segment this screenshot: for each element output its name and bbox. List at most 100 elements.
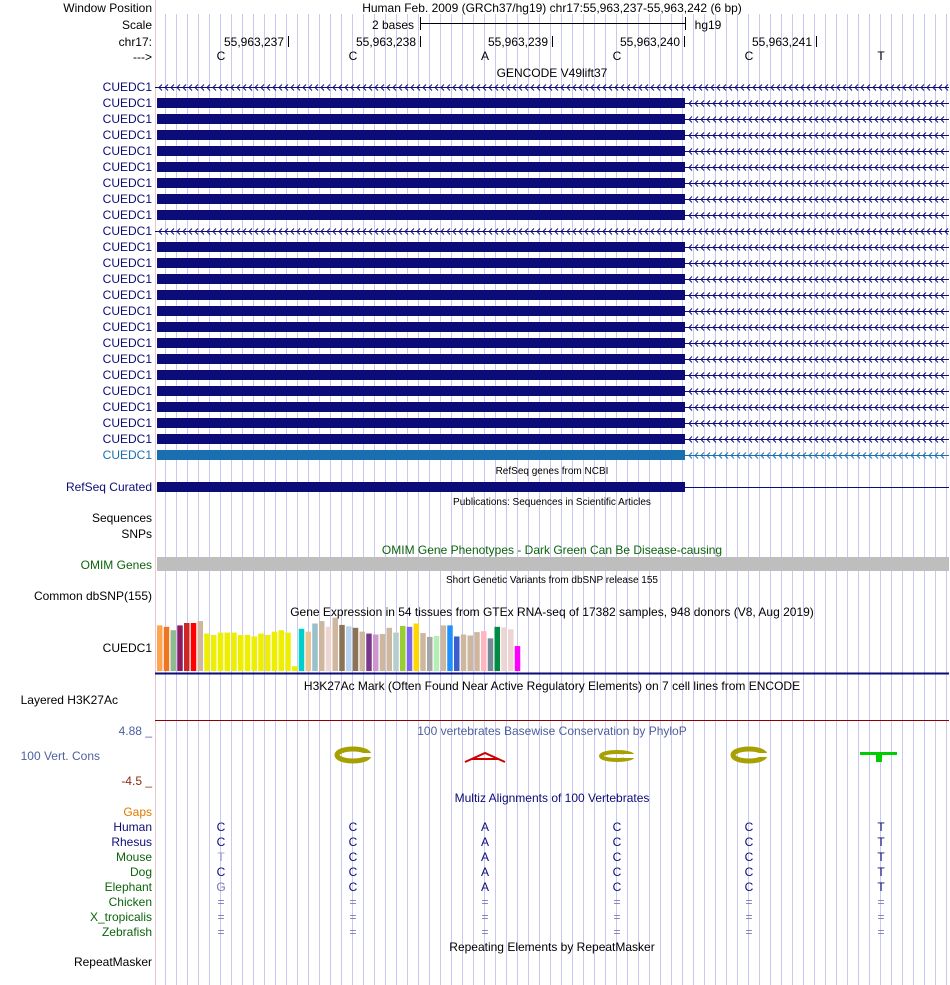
gencode-row-label[interactable]: CUEDC1 bbox=[102, 400, 152, 414]
multiz-base: = bbox=[613, 925, 621, 939]
gencode-exon-block bbox=[157, 146, 685, 156]
multiz-base: A bbox=[480, 835, 489, 849]
gencode-row-label[interactable]: CUEDC1 bbox=[102, 320, 152, 334]
gencode-exon-block bbox=[157, 450, 685, 460]
multiz-species-label[interactable]: Mouse bbox=[115, 850, 152, 864]
gencode-intron-arrows bbox=[688, 340, 945, 347]
gencode-row-label[interactable]: CUEDC1 bbox=[102, 336, 152, 350]
coord-2: 55,963,238 bbox=[355, 35, 417, 49]
gtex-tissue-bar bbox=[440, 625, 446, 671]
gencode-exon-block bbox=[157, 370, 685, 380]
multiz-base: T bbox=[877, 850, 885, 864]
gencode-row-label[interactable]: CUEDC1 bbox=[102, 272, 152, 286]
track-label-omim[interactable]: OMIM Genes bbox=[80, 558, 152, 572]
multiz-species-label[interactable]: Dog bbox=[129, 865, 152, 879]
gtex-tissue-bar bbox=[467, 635, 473, 671]
gtex-tissue-bar bbox=[474, 632, 480, 671]
gtex-tissue-bar bbox=[292, 666, 298, 671]
track-label-h3k27ac[interactable]: Layered H3K27Ac bbox=[20, 693, 118, 707]
multiz-species-label[interactable]: Human bbox=[113, 820, 152, 834]
assembly-label: hg19 bbox=[694, 18, 722, 32]
coord-3: 55,963,239 bbox=[487, 35, 549, 49]
gencode-row-label[interactable]: CUEDC1 bbox=[102, 448, 152, 462]
gencode-row-label[interactable]: CUEDC1 bbox=[102, 384, 152, 398]
gencode-row-label[interactable]: CUEDC1 bbox=[102, 128, 152, 142]
refseq-exon-block bbox=[157, 482, 685, 492]
multiz-species-label[interactable]: Chicken bbox=[108, 895, 152, 909]
track-label-snps[interactable]: SNPs bbox=[121, 527, 152, 541]
multiz-base: T bbox=[877, 865, 885, 879]
track-label-gtex[interactable]: CUEDC1 bbox=[102, 641, 152, 655]
gencode-exon-block bbox=[157, 242, 685, 252]
multiz-species-label[interactable]: X_tropicalis bbox=[89, 910, 152, 924]
gencode-exon-block bbox=[157, 162, 685, 172]
phylop-a-glyph bbox=[464, 751, 506, 763]
multiz-base: C bbox=[216, 865, 226, 879]
gtex-tissue-bar bbox=[312, 623, 318, 671]
multiz-species-label[interactable]: Zebrafish bbox=[101, 925, 152, 939]
chrom-label: chr17: bbox=[118, 35, 152, 49]
coord-1: 55,963,237 bbox=[223, 35, 285, 49]
gtex-tissue-bar bbox=[447, 625, 453, 671]
track-label-phylop[interactable]: 100 Vert. Cons bbox=[20, 749, 100, 763]
multiz-species-label[interactable]: Rhesus bbox=[111, 835, 152, 849]
refseq-title: RefSeq genes from NCBI bbox=[495, 466, 609, 477]
gencode-intron-arrows bbox=[688, 404, 945, 411]
gencode-row-label[interactable]: CUEDC1 bbox=[102, 208, 152, 222]
coord-5: 55,963,241 bbox=[751, 35, 813, 49]
gencode-row-label[interactable]: CUEDC1 bbox=[102, 256, 152, 270]
gencode-row-label[interactable]: CUEDC1 bbox=[102, 288, 152, 302]
gencode-row-label[interactable]: CUEDC1 bbox=[102, 368, 152, 382]
publications-title: Publications: Sequences in Scientific Ar… bbox=[453, 497, 651, 508]
gtex-tissue-bar bbox=[379, 634, 386, 671]
multiz-base: = bbox=[217, 895, 225, 909]
gtex-tissue-bar bbox=[460, 634, 467, 671]
phylop-min: -4.5 _ bbox=[121, 774, 152, 788]
phylop-max: 4.88 _ bbox=[118, 724, 152, 738]
multiz-base: = bbox=[481, 895, 489, 909]
coord-4: 55,963,240 bbox=[619, 35, 681, 49]
gencode-row-label[interactable]: CUEDC1 bbox=[102, 160, 152, 174]
multiz-base: C bbox=[348, 865, 358, 879]
gencode-row-label[interactable]: CUEDC1 bbox=[102, 304, 152, 318]
gencode-row-label[interactable]: CUEDC1 bbox=[102, 432, 152, 446]
gencode-row-label[interactable]: CUEDC1 bbox=[102, 192, 152, 206]
gencode-exon-block bbox=[157, 338, 685, 348]
track-label-dbsnp[interactable]: Common dbSNP(155) bbox=[33, 589, 152, 603]
gencode-row-label[interactable]: CUEDC1 bbox=[102, 112, 152, 126]
multiz-base: G bbox=[216, 880, 226, 894]
gencode-row-label[interactable]: CUEDC1 bbox=[102, 80, 152, 94]
gtex-tissue-bar bbox=[170, 630, 176, 671]
phylop-title: 100 vertebrates Basewise Conservation by… bbox=[417, 724, 687, 738]
gtex-tissue-bar bbox=[251, 636, 257, 671]
gtex-tissue-bar bbox=[406, 626, 413, 671]
gencode-intron-arrows bbox=[688, 420, 945, 427]
multiz-base: C bbox=[348, 835, 358, 849]
gencode-exon-block bbox=[157, 402, 685, 412]
gencode-intron-arrows bbox=[688, 452, 945, 459]
gencode-intron-arrows bbox=[688, 180, 945, 187]
gencode-row-label[interactable]: CUEDC1 bbox=[102, 240, 152, 254]
multiz-species-label[interactable]: Elephant bbox=[104, 880, 152, 894]
gencode-intron-arrows bbox=[688, 388, 945, 395]
gencode-exon-block bbox=[157, 258, 685, 268]
window-position-label: Window Position bbox=[63, 1, 152, 15]
base-2: C bbox=[348, 49, 358, 63]
track-label-repeatmasker[interactable]: RepeatMasker bbox=[73, 955, 152, 969]
gencode-row-label[interactable]: CUEDC1 bbox=[102, 224, 152, 238]
base-1: C bbox=[216, 49, 226, 63]
track-label-refseq[interactable]: RefSeq Curated bbox=[65, 480, 152, 494]
gencode-row-label[interactable]: CUEDC1 bbox=[102, 352, 152, 366]
gencode-intron-arrows bbox=[688, 372, 945, 379]
gencode-row-label[interactable]: CUEDC1 bbox=[102, 176, 152, 190]
phylop-t-glyph-stem bbox=[876, 752, 882, 762]
window-title: Human Feb. 2009 (GRCh37/hg19) chr17:55,9… bbox=[362, 1, 742, 15]
gencode-row-label[interactable]: CUEDC1 bbox=[102, 96, 152, 110]
gencode-intron-arrows bbox=[688, 132, 945, 139]
gencode-row-label[interactable]: CUEDC1 bbox=[102, 416, 152, 430]
multiz-base: = bbox=[217, 910, 225, 924]
track-label-sequences[interactable]: Sequences bbox=[91, 511, 152, 525]
gencode-row-label[interactable]: CUEDC1 bbox=[102, 144, 152, 158]
multiz-base: C bbox=[612, 820, 622, 834]
multiz-base: = bbox=[745, 925, 753, 939]
